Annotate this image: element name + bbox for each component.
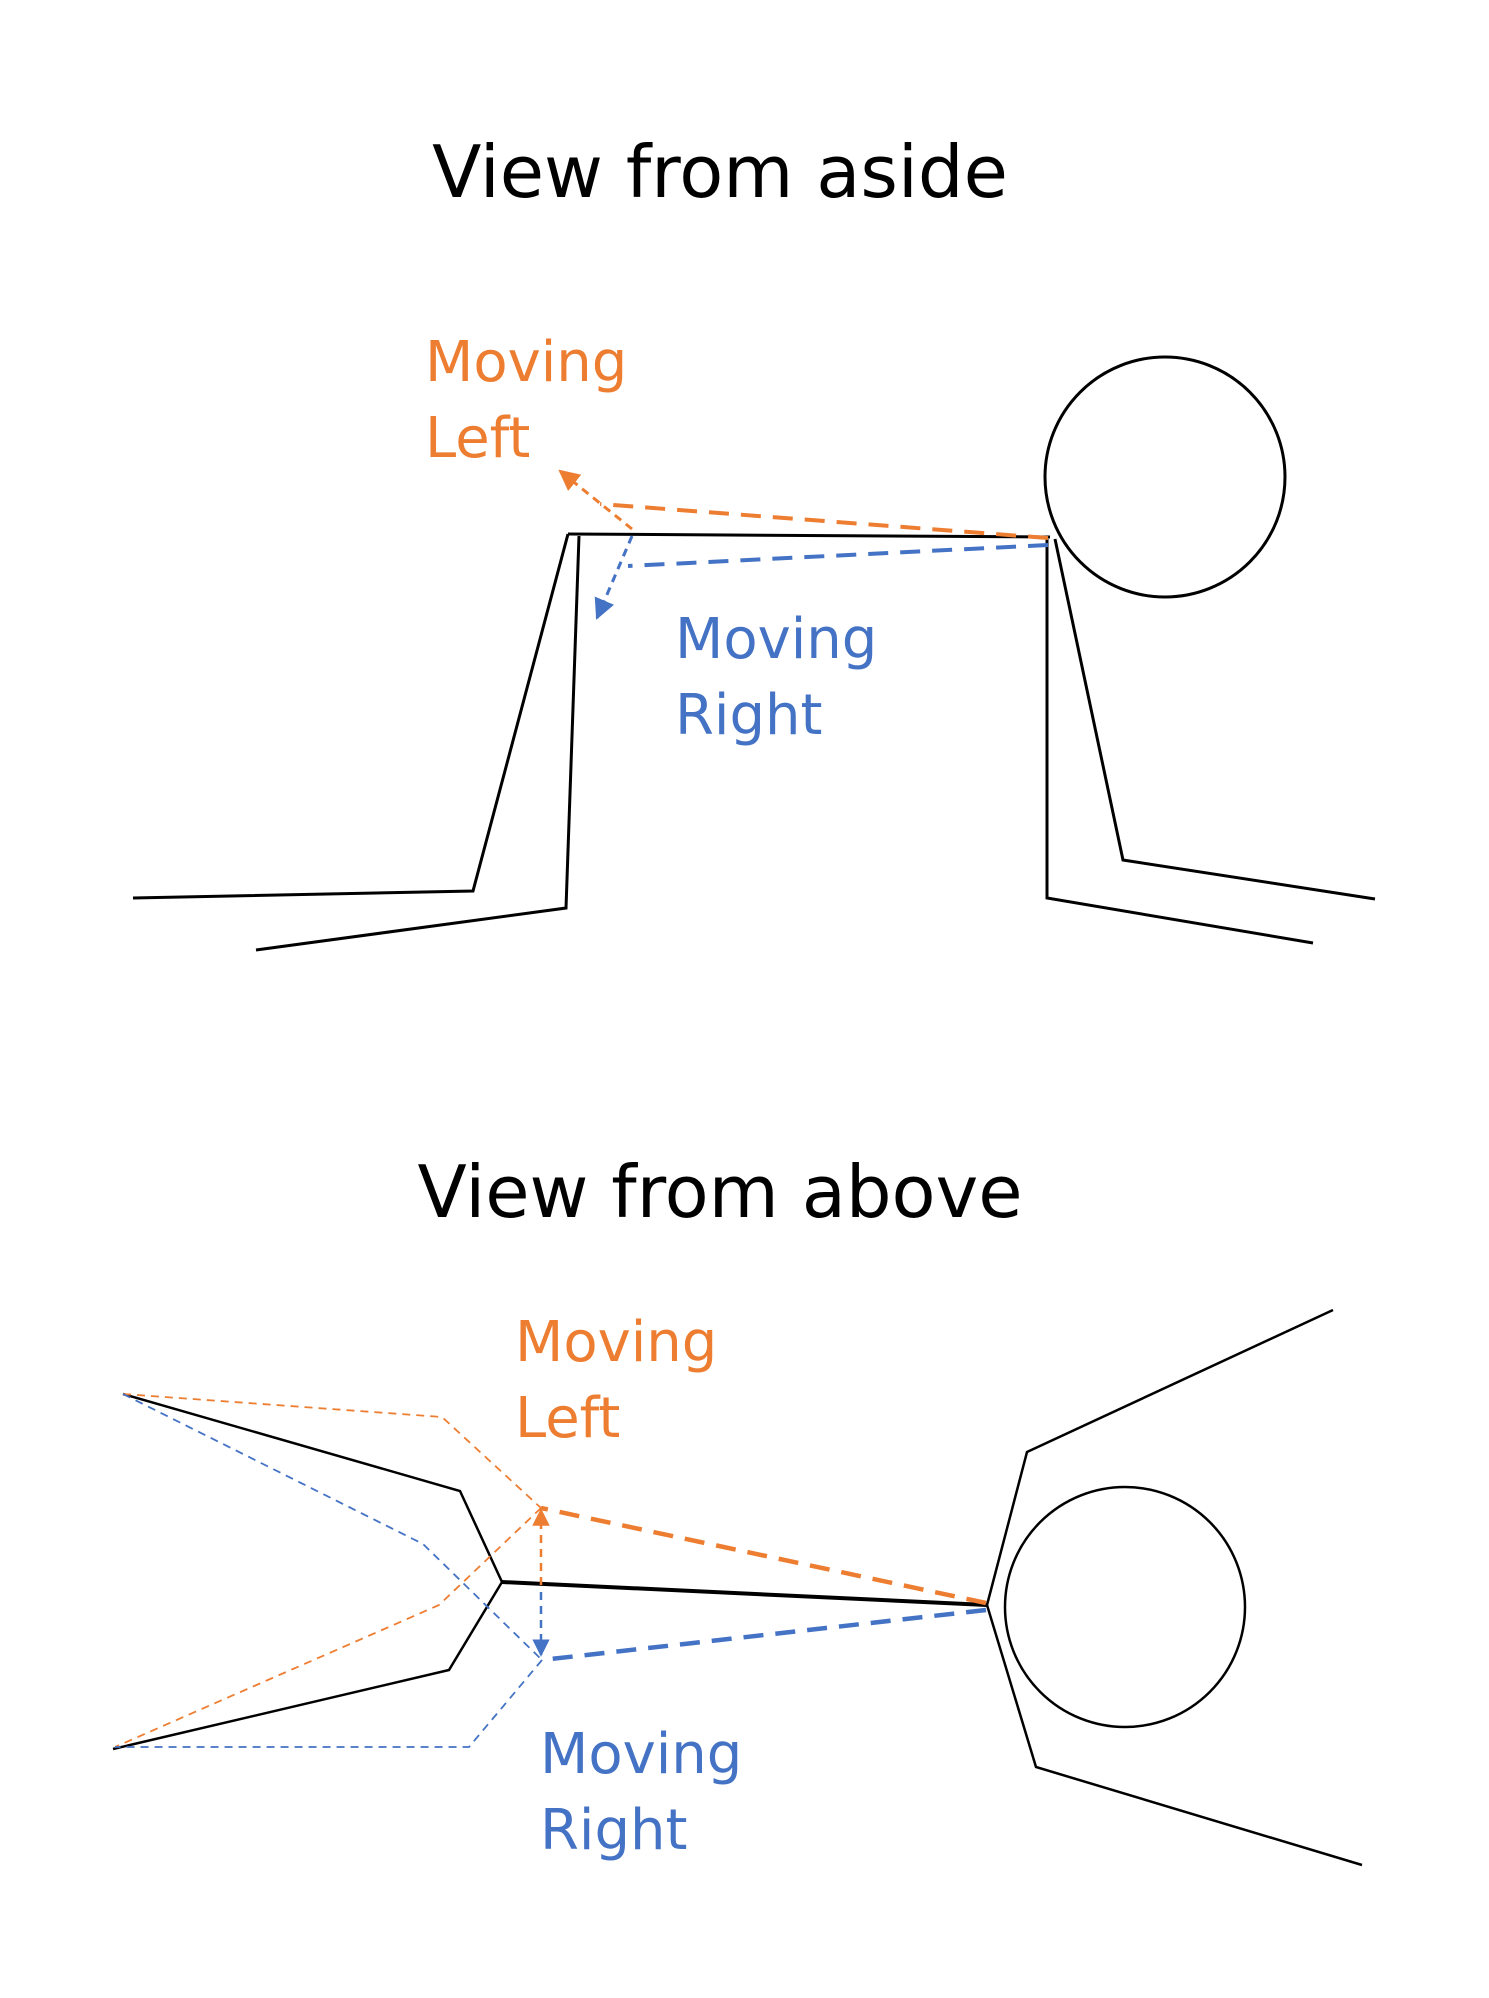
head-above — [1003, 1485, 1247, 1729]
upper-right-arm — [985, 1308, 1334, 1606]
top-right-path — [541, 1607, 987, 1663]
left-shift-upper — [122, 1393, 542, 1509]
top-view-moving-right-label: Moving Right — [540, 1717, 742, 1869]
side-right-label-line2: Right — [675, 683, 823, 748]
side-right-path — [627, 543, 1049, 568]
side-left-label-line1: Moving — [425, 330, 628, 395]
top-right-label-line1: Moving — [540, 1722, 743, 1787]
top-left-path — [540, 1505, 987, 1606]
side-view-arrows — [558, 469, 634, 620]
side-left-arrow — [558, 469, 633, 531]
inner-left-leg — [255, 535, 581, 952]
left-shift-lower — [114, 1507, 542, 1748]
lower-left-leg — [112, 1581, 504, 1751]
top-view-left-shift — [114, 1393, 542, 1748]
body-axis — [501, 1580, 988, 1607]
side-right-label-line1: Moving — [675, 607, 878, 672]
side-view-moving-left-label: Moving Left — [425, 325, 627, 477]
outer-left-leg — [132, 533, 570, 900]
top-view-movement — [540, 1505, 987, 1663]
side-left-path — [599, 502, 1049, 540]
side-view-title: View from aside — [432, 130, 1008, 214]
side-view-movement — [599, 502, 1049, 568]
side-left-label-line2: Left — [425, 406, 531, 471]
top-left-label-line2: Left — [515, 1386, 621, 1451]
right-shift-lower — [115, 1659, 543, 1748]
top-view-moving-left-label: Moving Left — [515, 1305, 717, 1457]
upper-left-leg — [122, 1392, 504, 1583]
top-left-label-line1: Moving — [515, 1310, 718, 1375]
top-view-figure — [112, 1308, 1363, 1867]
top-right-label-line2: Right — [540, 1798, 688, 1863]
top-view-right-shift — [115, 1393, 543, 1748]
lower-right-arm — [985, 1604, 1363, 1867]
inner-right-leg — [1045, 539, 1314, 945]
head-side — [1043, 355, 1287, 599]
side-view-figure — [132, 355, 1376, 952]
side-right-arrow — [594, 535, 634, 620]
table-top-surface — [567, 532, 1051, 539]
outer-right-leg — [1053, 538, 1376, 901]
top-view-title: View from above — [417, 1150, 1023, 1234]
side-view-moving-right-label: Moving Right — [675, 602, 877, 754]
